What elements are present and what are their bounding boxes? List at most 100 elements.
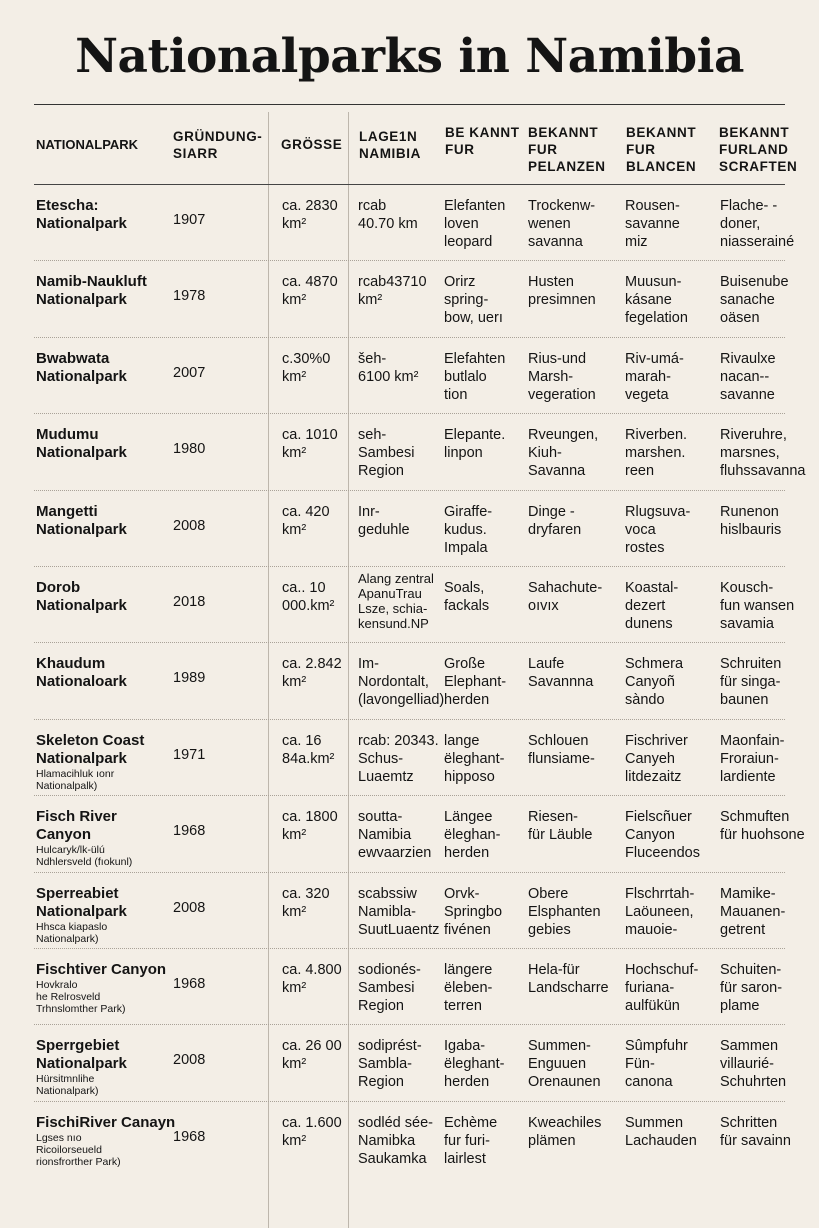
column-header: BEKANNT FUR BLANCEN <box>626 125 697 174</box>
park-name: Namib-Naukluft Nationalpark <box>36 273 147 309</box>
founding-year-cell: 2018 <box>173 594 206 610</box>
table-row: Etescha: Nationalpark 1907 ca. 2830 km² rca… <box>34 184 794 261</box>
park-name: FischiRiver Canayn <box>36 1113 176 1131</box>
park-location-cell: seh- Sambesi Region <box>358 427 415 480</box>
known-for-landscapes-cell: Schritten für savainn <box>720 1114 791 1149</box>
column-header: NATIONALPARK <box>36 137 139 152</box>
known-for-vegetation-cell: Summen Lachauden <box>625 1114 697 1149</box>
park-name-cell: Bwabwata Nationalpark <box>36 350 176 386</box>
known-for-plants-cell: Schlouen flunsiame- <box>528 732 595 767</box>
park-note: Hovkralo he Relrosveld Trhnslomther Park… <box>36 979 126 1015</box>
park-size-cell: ca. 1800 km² <box>282 809 338 844</box>
known-for-vegetation-cell: Rlugsuva- voca rostes <box>625 503 691 556</box>
title-rule <box>34 104 785 105</box>
known-for-landscapes-cell: Sammen villaurié- Schuhrten <box>720 1038 787 1091</box>
known-for-plants-cell: Summen- Enguuen Orenaunen <box>528 1038 601 1091</box>
table-row: Mudumu Nationalpark 1980 ca. 1010 km² seh- … <box>34 413 805 490</box>
park-name-cell: Namib-Naukluft Nationalpark <box>36 273 176 309</box>
known-for-plants-cell: Sahachute- oıvıx <box>528 580 603 614</box>
park-name: Etescha: Nationalpark <box>36 197 127 232</box>
known-for-animals-cell: Orvk- Springbo fivénen <box>444 885 503 938</box>
park-name: Sperrgebiet Nationalpark <box>36 1037 127 1073</box>
park-location-cell: rcab 40.70 km <box>358 198 418 232</box>
known-for-plants-cell: Rius-und Marsh- vegeration <box>528 350 596 403</box>
park-location-cell: Inr- geduhle <box>358 503 410 538</box>
founding-year-cell: 1968 <box>173 1128 206 1145</box>
known-for-animals-cell: Elefahten butlalo tion <box>444 350 506 403</box>
founding-year-cell: 2008 <box>173 899 206 916</box>
park-location-cell: Alang zentral ApanuTrau Lsze, schia- ken… <box>358 571 434 631</box>
park-name-cell: Sperrgebiet Nationalpark Hürsitmnlihe Nat… <box>36 1037 176 1097</box>
park-location-cell: sodléd sée- Namibka Saukamka <box>358 1114 433 1167</box>
page-title: Nationalparks in Namibia <box>75 29 744 84</box>
founding-year-cell: 1989 <box>173 670 206 687</box>
known-for-animals-cell: Längee ëleghan- herden <box>444 809 501 862</box>
founding-year-cell: 1978 <box>173 288 206 305</box>
park-size-cell: ca. 16 84a.km² <box>282 732 335 767</box>
park-size-cell: ca. 420 km² <box>282 503 330 538</box>
table-row: Bwabwata Nationalpark 2007 c.30%0 km² šeh- … <box>34 336 785 414</box>
park-name: Bwabwata Nationalpark <box>36 349 127 385</box>
park-note: Hlamacihluk ıonr Nationalpalk) <box>36 767 115 792</box>
known-for-plants-cell: Laufe Savannna <box>528 656 594 691</box>
founding-year-cell: 1907 <box>173 212 206 228</box>
park-note: Lgses nıo Ricoilorseueld rionsfrorther P… <box>36 1131 121 1168</box>
known-for-vegetation-cell: Fischriver Canyeh litdezaitz <box>625 732 688 785</box>
known-for-landscapes-cell: Maonfain- Froraiun- lardiente <box>720 732 785 785</box>
known-for-animals-cell: längere ëleben- terren <box>444 962 493 1014</box>
park-size-cell: ca. 1.600 km² <box>282 1114 342 1149</box>
park-name-cell: Mudumu Nationalpark <box>36 426 176 462</box>
known-for-landscapes-cell: Schruiten für singa- baunen <box>720 656 782 709</box>
known-for-vegetation-cell: Hochschuf- furiana- aulfükün <box>625 962 699 1014</box>
park-name-cell: FischiRiver Canayn Lgses nıo Ricoilorseue… <box>36 1114 176 1168</box>
park-name: Khaudum Nationaloark <box>36 655 127 691</box>
known-for-vegetation-cell: Muusun- kásane fegelation <box>625 274 688 327</box>
known-for-animals-cell: Soals, fackals <box>444 580 490 614</box>
park-location-cell: sodionés- Sambesi Region <box>358 962 421 1014</box>
known-for-vegetation-cell: Rousen- savanne miz <box>625 198 680 250</box>
column-header: GRÖSSE <box>281 137 343 152</box>
known-for-landscapes-cell: Kousch- fun wansen savamia <box>720 580 795 632</box>
known-for-landscapes-cell: Mamike- Mauanen- getrent <box>720 885 786 938</box>
park-size-cell: ca. 4.800 km² <box>282 962 342 996</box>
known-for-landscapes-cell: Runenon hislbauris <box>720 503 782 538</box>
park-note: Hürsitmnlihe Nationalpark) <box>36 1073 99 1098</box>
table-row: Sperreabiet Nationalpark Hhsca kiapaslo N… <box>34 871 785 949</box>
park-size-cell: c.30%0 km² <box>282 350 331 385</box>
known-for-plants-cell: Obere Elsphanten gebies <box>528 885 601 938</box>
known-for-landscapes-cell: Flache- - doner, niasserainé <box>720 198 795 250</box>
known-for-plants-cell: Hela-für Landscharre <box>528 962 609 996</box>
park-location-cell: soutta- Namibia ewvaarzien <box>358 809 432 862</box>
known-for-landscapes-cell: Schmuften für huohsone <box>720 809 805 844</box>
park-location-cell: rcab: 20343. Schus- Luaemtz <box>358 732 439 785</box>
founding-year-cell: 2008 <box>173 517 206 534</box>
park-location-cell: šeh- 6100 km² <box>358 350 419 385</box>
known-for-plants-cell: Dinge - dryfaren <box>528 503 582 538</box>
known-for-landscapes-cell: Rivaulxe nacan-- savanne <box>720 350 776 403</box>
known-for-animals-cell: Igaba- ëleghant- herden <box>444 1038 505 1091</box>
column-header: GRÜNDUNG- SIARR <box>173 129 263 161</box>
column-header: BEKANNT FUR PELANZEN <box>528 125 606 174</box>
founding-year-cell: 2008 <box>173 1052 206 1069</box>
known-for-vegetation-cell: Schmera Canyoñ sàndo <box>625 656 684 709</box>
founding-year-cell: 1968 <box>173 976 206 992</box>
column-header: LAGE1N NAMIBIA <box>359 129 421 161</box>
park-name: Dorob Nationalpark <box>36 579 127 614</box>
table-row: FischiRiver Canayn Lgses nıo Ricoilorseue… <box>34 1100 791 1178</box>
known-for-plants-cell: Trockenw- wenen savanna <box>528 198 596 250</box>
known-for-landscapes-cell: Buisenube sanache oäsen <box>720 274 789 327</box>
known-for-animals-cell: Elefanten loven leopard <box>444 198 506 250</box>
known-for-plants-cell: Riesen- für Läuble <box>528 809 593 844</box>
column-divider <box>268 112 269 1228</box>
park-location-cell: sodiprést- Sambla- Region <box>358 1038 422 1091</box>
known-for-landscapes-cell: Schuiten- für saron- plame <box>720 962 783 1014</box>
park-size-cell: ca. 1010 km² <box>282 427 338 462</box>
park-name: Skeleton Coast Nationalpark <box>36 731 145 767</box>
known-for-animals-cell: lange ëleghant- hipposo <box>444 732 505 785</box>
known-for-vegetation-cell: Sûmpfuhr Fün- canona <box>625 1038 688 1091</box>
park-size-cell: ca. 320 km² <box>282 885 330 920</box>
known-for-animals-cell: Giraffe- kudus. Impala <box>444 503 493 556</box>
park-location-cell: scabssiw Namibla- SuutLuaentz <box>358 885 440 938</box>
known-for-plants-cell: Kweachiles plämen <box>528 1114 602 1149</box>
park-size-cell: ca. 26 00 km² <box>282 1038 342 1073</box>
